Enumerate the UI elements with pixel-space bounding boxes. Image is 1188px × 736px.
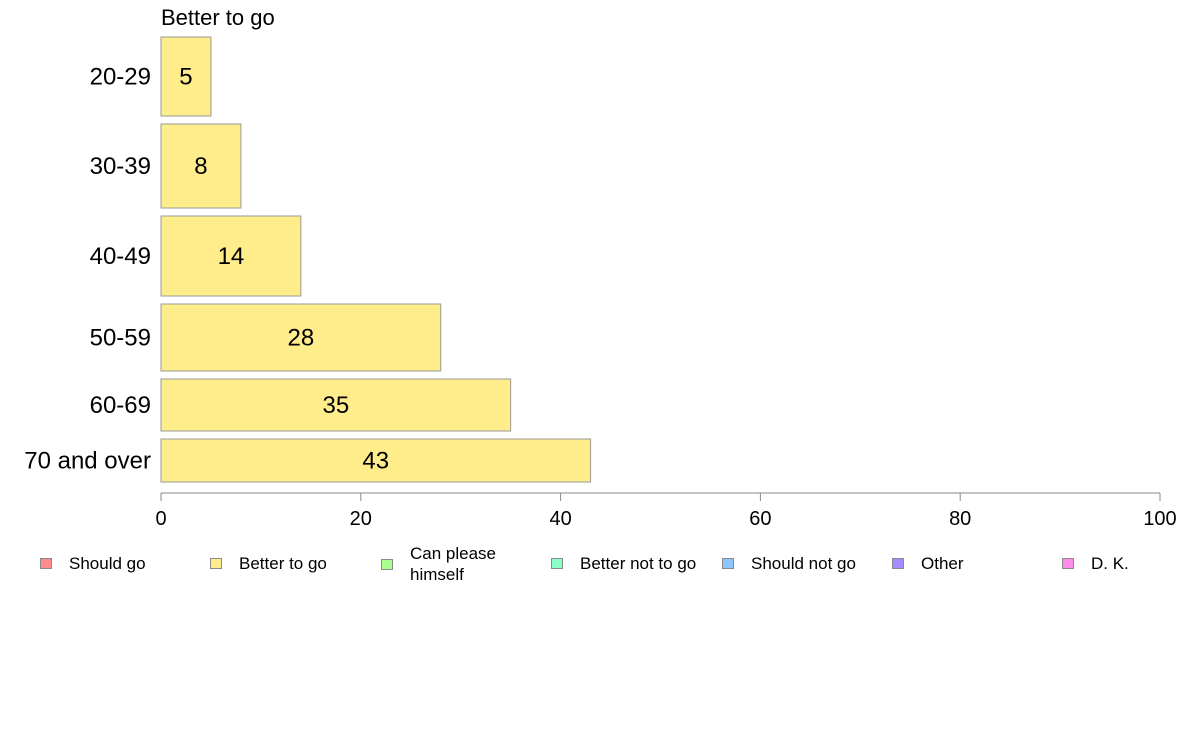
bar (160, 378, 512, 432)
bar (160, 36, 212, 117)
legend: Should go Better to go Can please himself B… (0, 540, 1188, 590)
data-label: 35 (322, 392, 349, 419)
legend-swatch (551, 558, 563, 569)
y-tick-label: 30-39 (90, 153, 151, 180)
legend-item: Better not to go (551, 553, 696, 574)
bar (160, 438, 592, 483)
bars-group: 20-29 5 30-39 8 40-49 14 50-59 28 60-69 35 70 and … (24, 36, 592, 483)
data-label: 14 (218, 243, 245, 270)
chart-title: Better to go (161, 5, 275, 30)
y-tick-label: 40-49 (90, 243, 151, 270)
legend-item: Other (892, 553, 964, 574)
legend-item: D. K. (1062, 553, 1129, 574)
legend-swatch (381, 558, 393, 570)
legend-swatch (40, 558, 52, 569)
data-label: 5 (179, 64, 192, 91)
legend-label: Other (921, 554, 964, 573)
legend-item: Should go (40, 553, 146, 574)
legend-swatch (892, 558, 904, 569)
x-tick-label: 40 (549, 508, 571, 530)
bar (160, 303, 442, 372)
x-tick-label: 60 (749, 508, 771, 530)
legend-swatch (1062, 558, 1074, 569)
legend-swatch (210, 558, 222, 569)
x-tick-label: 20 (350, 508, 372, 530)
legend-label: Can please himself (410, 544, 497, 584)
legend-item: Should not go (722, 553, 856, 574)
legend-item: Can please himself (381, 543, 520, 585)
legend-label: D. K. (1091, 554, 1129, 573)
data-label: 28 (288, 325, 315, 352)
legend-label: Should not go (751, 554, 856, 573)
legend-label: Better to go (239, 554, 327, 573)
legend-label: Should go (69, 554, 146, 573)
x-tick-label: 100 (1143, 508, 1176, 530)
legend-label: Better not to go (580, 554, 697, 573)
legend-item: Better to go (210, 553, 327, 574)
y-tick-label: 60-69 (90, 392, 151, 419)
y-tick-label: 50-59 (90, 325, 151, 352)
bar-chart: Better to go 20-29 5 30-39 8 40-49 14 50-59 28 6… (24, 5, 1177, 530)
x-tick-label: 0 (155, 508, 166, 530)
bar (160, 215, 302, 297)
bar (160, 123, 242, 209)
y-tick-label: 20-29 (90, 64, 151, 91)
y-tick-label: 70 and over (24, 448, 151, 475)
data-label: 43 (362, 448, 389, 475)
x-tick-label: 80 (949, 508, 971, 530)
legend-swatch (722, 558, 734, 569)
data-label: 8 (194, 153, 207, 180)
x-axis: 0 20 40 60 80 100 (155, 492, 1177, 530)
